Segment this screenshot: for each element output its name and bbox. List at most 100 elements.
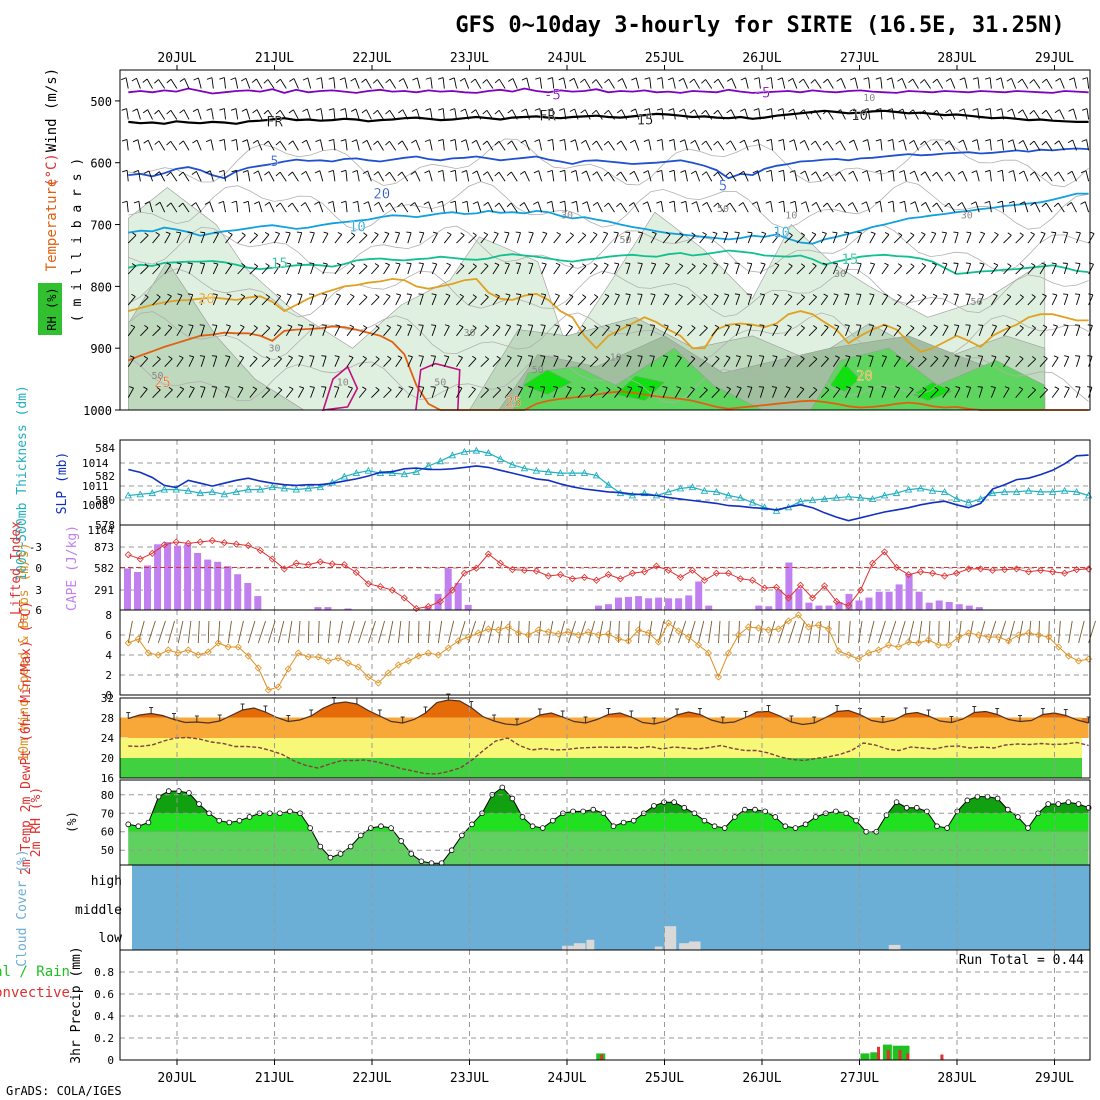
wind-barb-flag <box>604 78 610 84</box>
wind-barb <box>431 233 438 244</box>
wind-barb <box>261 265 270 275</box>
wind-barb-flag <box>144 232 149 236</box>
wind10-barb <box>868 620 875 644</box>
wind10-point <box>424 649 432 657</box>
wind10-point <box>124 639 132 647</box>
wind-barb-flag <box>300 202 306 207</box>
wind-barb-flag <box>438 108 444 111</box>
wind10-point <box>975 631 983 639</box>
wind-barb <box>322 263 328 275</box>
wind-barb-flag <box>494 202 500 208</box>
wind-barb-flag <box>690 139 696 144</box>
wind-barb-flag <box>431 324 436 326</box>
wind-barb-flag <box>167 324 173 328</box>
wind-barb <box>553 295 560 306</box>
wind-barb <box>626 232 631 244</box>
wind-barb-flag <box>482 79 488 84</box>
wind-barb <box>626 356 632 367</box>
wind-barb <box>371 265 380 275</box>
wind-barb <box>407 387 414 398</box>
wind-barb-flag <box>437 200 443 204</box>
wind-barb-flag <box>1089 231 1095 234</box>
wind-barb <box>358 358 367 368</box>
rh-contour-label: 30 <box>961 210 973 221</box>
wind-barb-flag <box>868 324 874 326</box>
wind-barb-flag <box>133 170 139 173</box>
wind-barb <box>1071 202 1077 213</box>
wind-barb-flag <box>444 355 449 358</box>
wind-barb-flag <box>166 202 172 207</box>
wind-barb <box>225 264 233 275</box>
wind-barb <box>584 109 591 120</box>
wind-barb-flag <box>1075 231 1081 234</box>
wind-barb <box>1039 264 1047 275</box>
wind-barb <box>146 78 153 89</box>
wind-barb-flag <box>1019 294 1024 298</box>
wind-barb <box>869 325 874 336</box>
wind-barb <box>176 388 185 398</box>
li-point <box>712 569 721 577</box>
wind10-point <box>474 629 482 637</box>
wind-barb <box>705 79 713 89</box>
wind-barb <box>881 264 889 275</box>
wind-barb-flag <box>231 139 237 142</box>
wind-barb <box>322 386 327 398</box>
wind-barb <box>200 325 205 336</box>
wind-barb-flag <box>242 139 248 143</box>
rh-contour-label: 10 <box>337 377 349 388</box>
wind-barb-flag <box>899 170 905 173</box>
wind-barb <box>930 327 938 337</box>
wind-barb <box>735 232 740 244</box>
wind-barb-flag <box>759 324 765 326</box>
wind-barb <box>912 78 919 89</box>
wind-barb-flag <box>726 386 731 390</box>
date-label-bottom: 23JUL <box>450 1071 489 1086</box>
wind-barb <box>684 139 688 151</box>
wind-barb <box>747 294 752 306</box>
wind10-point <box>1075 657 1083 665</box>
wind10-point <box>504 623 512 631</box>
wind-barb-flag <box>1019 263 1024 267</box>
wind-barb <box>164 327 173 337</box>
wind-barb <box>1076 356 1081 367</box>
wind-barb <box>735 387 742 398</box>
wind-barb-flag <box>580 78 585 83</box>
wind-barb-flag <box>778 200 784 204</box>
wind-barb-flag <box>297 293 303 295</box>
wind-barb <box>195 202 202 213</box>
wind10-axis-label: 10m Wind Speed & Barbs (m/s) <box>17 542 32 761</box>
cape-bar <box>695 581 703 610</box>
wind-barb <box>127 265 137 275</box>
wind-barb <box>976 170 980 182</box>
temp-contour <box>128 87 1089 95</box>
wind-barb <box>735 325 741 336</box>
wind-barb-flag <box>789 170 795 173</box>
wind10-barb <box>988 620 997 644</box>
wind-barb <box>1058 171 1065 182</box>
wind-barb <box>839 171 846 182</box>
wind-barb <box>687 296 696 306</box>
wind-barb-flag <box>662 386 668 388</box>
wind-barb <box>334 387 340 398</box>
temp-contour-label: -5 <box>754 85 771 101</box>
wind-barb-flag <box>297 262 302 264</box>
wind-barb <box>164 264 172 275</box>
wind-barb <box>345 201 348 213</box>
wind-barb-flag <box>778 169 784 173</box>
wind-barb-flag <box>144 263 149 267</box>
wind-barb-flag <box>142 109 148 114</box>
wind-barb <box>784 265 793 275</box>
wind-barb <box>126 201 129 213</box>
li-point <box>664 566 673 574</box>
wind-barb-flag <box>131 77 137 82</box>
wind-barb-flag <box>340 169 347 173</box>
wind-barb <box>441 201 445 213</box>
wind-barb-flag <box>265 263 270 267</box>
wind-barb-flag <box>218 200 224 204</box>
wind-barb <box>480 389 489 398</box>
wind-barb-flag <box>516 293 521 295</box>
wind10-point <box>874 646 883 654</box>
wind-barb <box>905 358 915 368</box>
wind-barb-flag <box>734 262 740 264</box>
wind-barb-flag <box>340 139 346 142</box>
